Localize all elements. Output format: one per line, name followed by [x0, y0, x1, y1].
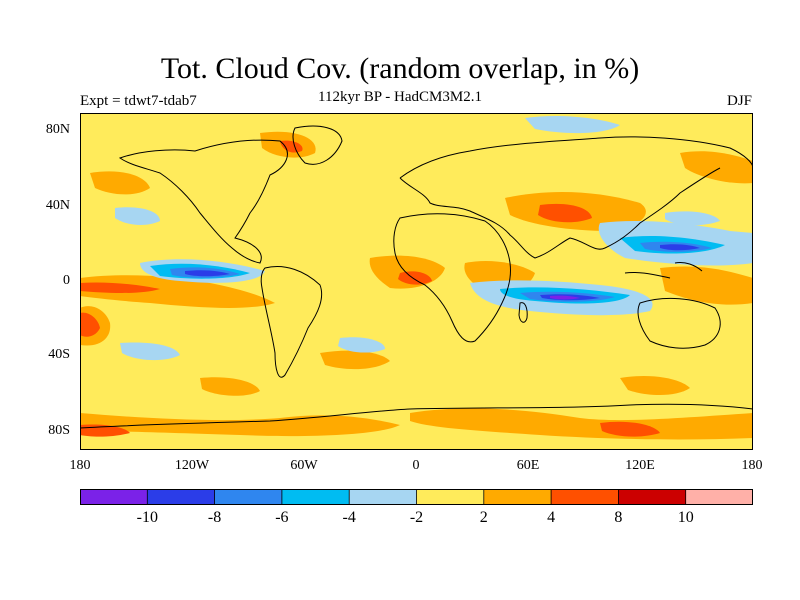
- colorbar-box: [550, 489, 620, 505]
- y-tick-40n: 40N: [45, 198, 70, 213]
- map-title: Tot. Cloud Cov. (random overlap, in %): [160, 52, 640, 85]
- coastlines: [80, 125, 753, 429]
- coastline-greenland: [292, 125, 343, 165]
- colorbar-box: [483, 489, 552, 505]
- colorbar-label: 4: [547, 509, 556, 526]
- colorbar-label: 10: [677, 509, 694, 526]
- contour-negative: [115, 207, 160, 225]
- colorbar-box: [685, 489, 753, 505]
- y-tick-80s: 80S: [48, 423, 70, 438]
- x-tick-180e: 180: [741, 458, 763, 473]
- coastline-eurasia: [399, 136, 753, 259]
- colorbar-box: [214, 489, 283, 505]
- coastline-africa: [393, 213, 511, 343]
- colorbar-label: -8: [207, 509, 222, 526]
- contour-negative: [120, 342, 180, 361]
- contour-positive: [410, 408, 753, 440]
- colorbar-box: [146, 489, 216, 505]
- contour-positive: [90, 171, 150, 195]
- colorbar: [80, 489, 753, 505]
- contour-positive: [80, 275, 275, 308]
- coastline-australia: [637, 298, 721, 349]
- y-tick-40s: 40S: [48, 347, 70, 362]
- colorbar-box: [348, 489, 418, 505]
- anomaly-contours: [80, 115, 753, 440]
- y-tick-80n: 80N: [45, 122, 70, 137]
- x-tick-120e: 120E: [625, 458, 655, 473]
- contour-positive: [620, 376, 690, 395]
- coastline-north-america: [118, 139, 288, 264]
- contour-strong-positive: [398, 271, 432, 285]
- x-tick-180w: 180: [69, 458, 91, 473]
- contour-negative: [338, 337, 385, 353]
- season-label: DJF: [726, 93, 752, 109]
- contour-positive: [80, 413, 400, 437]
- map-subtitle: 112kyr BP - HadCM3M2.1: [318, 89, 482, 105]
- map-frame: [80, 113, 753, 450]
- experiment-label: Expt = tdwt7-tdab7: [80, 93, 197, 109]
- coastline-madagascar: [518, 302, 528, 323]
- x-tick-60w: 60W: [290, 458, 318, 473]
- colorbar-box: [416, 489, 485, 505]
- x-tick-120w: 120W: [174, 458, 210, 473]
- colorbar-box: [618, 489, 687, 505]
- colorbar-label: 2: [479, 509, 488, 526]
- contour-strong-positive: [600, 421, 660, 437]
- colorbar-box: [80, 489, 149, 505]
- y-tick-eq: 0: [63, 273, 70, 288]
- contour-negative: [665, 211, 720, 226]
- x-tick-0: 0: [412, 458, 420, 473]
- x-tick-60e: 60E: [516, 458, 540, 473]
- colorbar-label: -2: [409, 509, 424, 526]
- colorbar-box: [281, 489, 351, 505]
- contour-negative: [525, 115, 620, 134]
- contour-positive: [200, 377, 260, 396]
- colorbar-label: -10: [136, 509, 158, 526]
- contour-positive: [320, 350, 390, 370]
- coastline-indonesia: [624, 262, 703, 279]
- contour-extreme-negative: [660, 244, 700, 251]
- colorbar-frame: [80, 489, 753, 505]
- coastline-south-america: [260, 266, 323, 378]
- contour-strong-positive: [280, 140, 303, 153]
- contour-positive: [680, 151, 753, 184]
- contour-strong-positive: [80, 312, 100, 337]
- contour-strong-positive: [538, 203, 592, 223]
- contour-positive: [660, 266, 753, 305]
- contour-extreme-negative: [185, 270, 230, 277]
- colorbar-label: 8: [614, 509, 623, 526]
- colorbar-label: -4: [342, 509, 356, 526]
- cloud-cover-map: [80, 113, 753, 450]
- contour-min-negative: [550, 295, 580, 300]
- contour-strong-positive: [80, 282, 160, 293]
- colorbar-label: -6: [275, 509, 289, 526]
- coastline-antarctica: [80, 403, 753, 429]
